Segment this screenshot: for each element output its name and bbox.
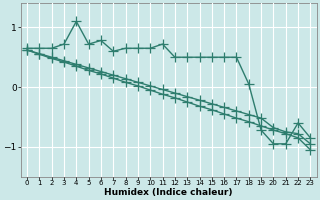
X-axis label: Humidex (Indice chaleur): Humidex (Indice chaleur) [104, 188, 233, 197]
